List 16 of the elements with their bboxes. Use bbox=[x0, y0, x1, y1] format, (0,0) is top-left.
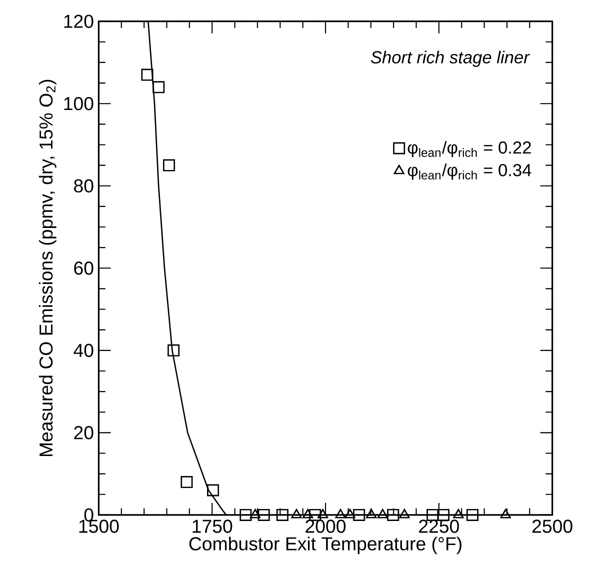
legend-label: φ$_{lean}$/φ$_{rich}$ = 0.22 bbox=[408, 140, 531, 157]
y-axis-title: Measured CO Emissions (ppmv, dry, 15% O$_{2}$) bbox=[38, 80, 56, 456]
y-tick-label: 0 bbox=[84, 508, 94, 522]
x-tick-label: 1750 bbox=[192, 519, 232, 533]
x-tick-label: 1500 bbox=[79, 519, 119, 533]
x-axis-title: Combustor Exit Temperature (°F) bbox=[189, 536, 462, 554]
x-tick-label: 2000 bbox=[306, 519, 346, 533]
y-tick-label: 60 bbox=[74, 261, 94, 275]
legend-label: φ$_{lean}$/φ$_{rich}$ = 0.34 bbox=[408, 163, 532, 180]
annotation: Short rich stage liner bbox=[370, 50, 530, 67]
x-tick-label: 2500 bbox=[532, 519, 572, 533]
y-tick-label: 80 bbox=[74, 179, 94, 192]
y-tick-label: 100 bbox=[64, 96, 94, 110]
y-tick-label: 40 bbox=[74, 344, 94, 357]
y-tick-label: 120 bbox=[64, 14, 94, 28]
y-tick-label: 20 bbox=[74, 426, 94, 440]
